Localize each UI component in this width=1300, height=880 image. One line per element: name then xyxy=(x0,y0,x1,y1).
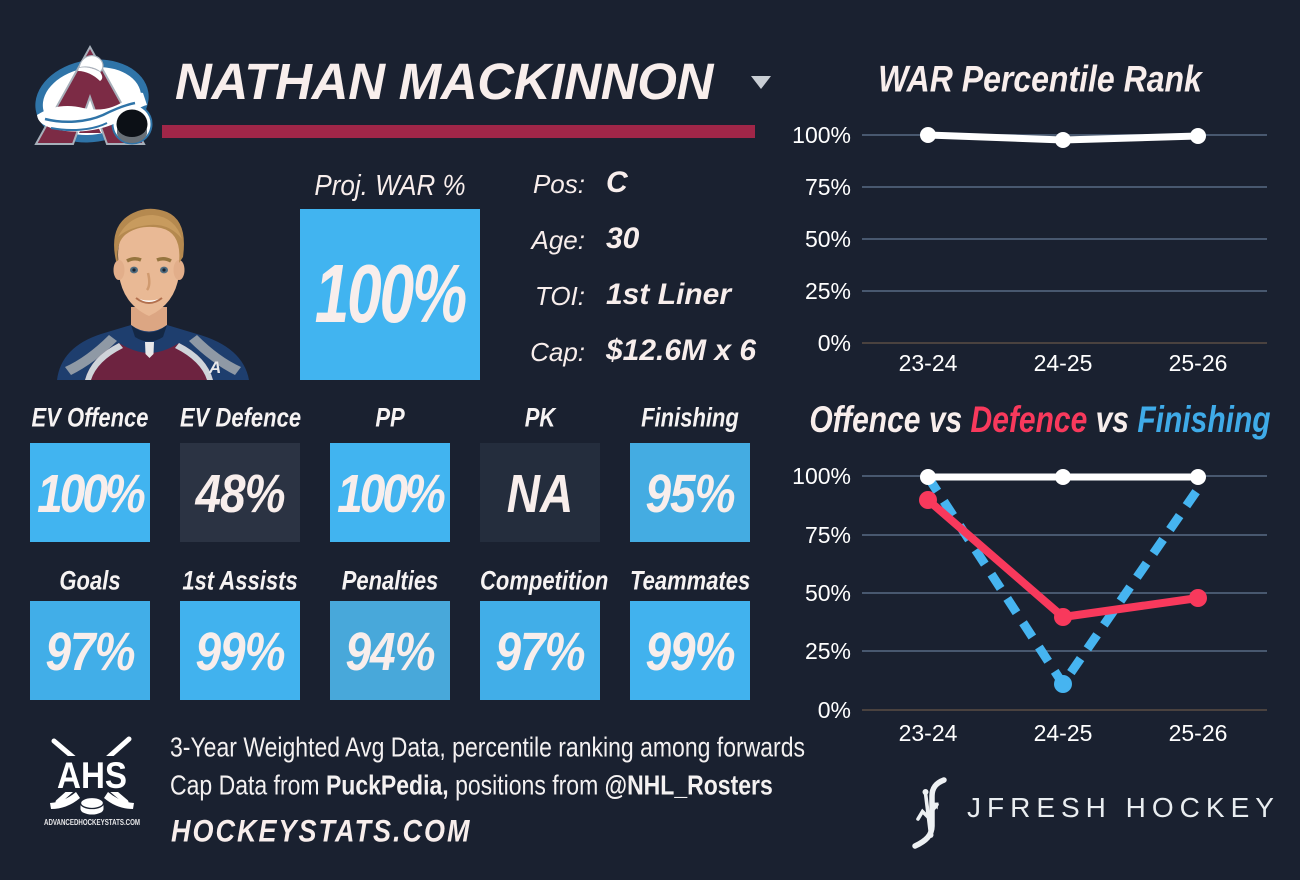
svg-text:23-24: 23-24 xyxy=(899,720,958,746)
svg-text:75%: 75% xyxy=(805,522,851,548)
svg-text:50%: 50% xyxy=(805,580,851,606)
svg-text:25-26: 25-26 xyxy=(1169,720,1228,746)
svg-text:100%: 100% xyxy=(792,463,851,489)
svg-text:50%: 50% xyxy=(805,226,851,252)
svg-text:A: A xyxy=(208,358,221,377)
svg-text:25%: 25% xyxy=(805,278,851,304)
svg-text:0%: 0% xyxy=(818,697,851,723)
svg-text:100%: 100% xyxy=(792,122,851,148)
svg-text:75%: 75% xyxy=(805,174,851,200)
svg-text:23-24: 23-24 xyxy=(899,350,958,376)
svg-text:24-25: 24-25 xyxy=(1034,720,1093,746)
svg-text:AHS: AHS xyxy=(57,755,127,796)
svg-text:ADVANCEDHOCKEYSTATS.COM: ADVANCEDHOCKEYSTATS.COM xyxy=(44,818,140,827)
svg-text:25%: 25% xyxy=(805,638,851,664)
svg-text:0%: 0% xyxy=(818,330,851,356)
svg-text:25-26: 25-26 xyxy=(1169,350,1228,376)
svg-text:24-25: 24-25 xyxy=(1034,350,1093,376)
